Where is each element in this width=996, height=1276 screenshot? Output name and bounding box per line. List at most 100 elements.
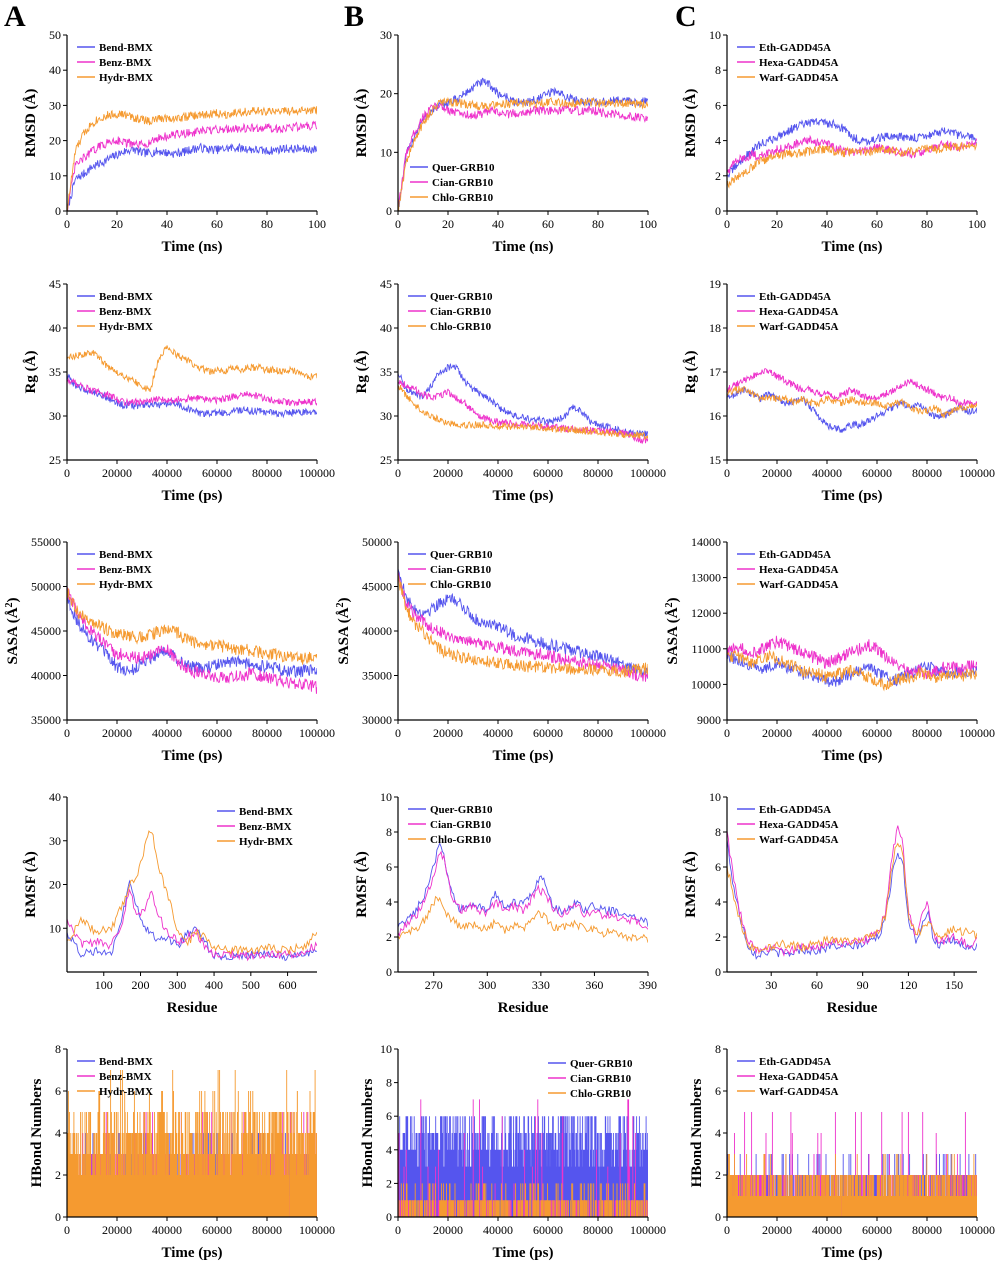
y-tick-label: 0 bbox=[386, 1210, 392, 1224]
legend-label: Hydr-BMX bbox=[99, 72, 153, 84]
y-tick-label: 35 bbox=[49, 365, 61, 379]
x-tick-label: 40 bbox=[161, 217, 173, 231]
x-axis-label: Time (ps) bbox=[493, 748, 554, 764]
chart-rg-1: 25 30 35 40 45 0 20000 40000 60000 80000 100000 Tim… bbox=[354, 277, 666, 504]
x-tick-label: 390 bbox=[639, 978, 657, 992]
series-line-bend-bmx bbox=[67, 373, 317, 419]
y-axis-label: HBond Numbers bbox=[360, 1078, 376, 1187]
legend-label: Quer-GRB10 bbox=[430, 291, 493, 303]
series-group bbox=[727, 635, 977, 692]
x-tick-label: 90 bbox=[857, 978, 869, 992]
y-tick-label: 8 bbox=[386, 825, 392, 839]
x-tick-label: 400 bbox=[205, 978, 223, 992]
y-tick-label: 4 bbox=[715, 1126, 721, 1140]
y-tick-label: 10000 bbox=[691, 677, 721, 691]
y-tick-label: 6 bbox=[386, 860, 392, 874]
x-tick-label: 0 bbox=[64, 466, 70, 480]
y-tick-label: 50000 bbox=[31, 580, 61, 594]
series-line-cian-grb10 bbox=[398, 850, 648, 938]
series-bars-chlo-grb10 bbox=[398, 1183, 648, 1217]
y-axis-label: Rg (Å) bbox=[683, 351, 699, 394]
x-tick-label: 0 bbox=[724, 1223, 730, 1237]
y-tick-label: 10 bbox=[380, 1042, 392, 1056]
x-tick-label: 80000 bbox=[912, 726, 942, 740]
series-line-cian-grb10 bbox=[398, 102, 648, 211]
series-line-chlo-grb10 bbox=[398, 96, 648, 211]
y-tick-label: 40 bbox=[380, 321, 392, 335]
legend-label: Quer-GRB10 bbox=[430, 804, 493, 816]
legend-label: Bend-BMX bbox=[99, 291, 153, 303]
series-line-benz-bmx bbox=[67, 377, 317, 407]
x-tick-label: 60000 bbox=[202, 466, 232, 480]
legend-label: Benz-BMX bbox=[99, 306, 152, 318]
x-tick-label: 100 bbox=[95, 978, 113, 992]
series-group bbox=[398, 1099, 648, 1217]
y-tick-label: 4 bbox=[386, 895, 392, 909]
chart-sasa-1: 30000 35000 40000 45000 50000 0 20000 40000 6000… bbox=[335, 535, 667, 764]
x-axis-label: Time (ps) bbox=[493, 488, 554, 504]
y-tick-label: 25 bbox=[380, 453, 392, 467]
x-tick-label: 40000 bbox=[483, 726, 513, 740]
x-tick-label: 20000 bbox=[102, 726, 132, 740]
x-tick-label: 100 bbox=[968, 217, 986, 231]
x-tick-label: 60000 bbox=[533, 466, 563, 480]
x-tick-label: 0 bbox=[724, 217, 730, 231]
x-tick-label: 600 bbox=[279, 978, 297, 992]
x-tick-label: 80000 bbox=[252, 726, 282, 740]
x-tick-label: 60000 bbox=[862, 726, 892, 740]
x-tick-label: 60000 bbox=[533, 1223, 563, 1237]
x-tick-label: 360 bbox=[585, 978, 603, 992]
x-tick-label: 20000 bbox=[433, 1223, 463, 1237]
y-tick-label: 30 bbox=[49, 98, 61, 112]
y-tick-label: 45000 bbox=[362, 580, 392, 594]
series-line-eth-gadd45a bbox=[727, 386, 977, 434]
y-axis-label: HBond Numbers bbox=[689, 1078, 705, 1187]
legend-label: Eth-GADD45A bbox=[759, 42, 831, 54]
legend-label: Bend-BMX bbox=[99, 42, 153, 54]
series-group bbox=[727, 1112, 977, 1217]
x-tick-label: 80000 bbox=[583, 466, 613, 480]
x-tick-label: 0 bbox=[395, 1223, 401, 1237]
y-tick-label: 15 bbox=[709, 453, 721, 467]
y-tick-label: 40000 bbox=[31, 669, 61, 683]
chart-rmsf-1: 0 2 4 6 8 10 270 300 330 360 390 Residue RMSF (Å) Que… bbox=[354, 790, 657, 1016]
y-tick-label: 45 bbox=[49, 277, 61, 291]
x-tick-label: 40 bbox=[821, 217, 833, 231]
legend-label: Chlo-GRB10 bbox=[570, 1088, 632, 1100]
y-axis-label: SASA (Å2) bbox=[335, 597, 353, 664]
legend-label: Warf-GADD45A bbox=[759, 579, 838, 591]
series-line-quer-grb10 bbox=[398, 842, 648, 928]
x-axis-label: Residue bbox=[498, 1000, 549, 1016]
x-tick-label: 100000 bbox=[630, 1223, 666, 1237]
legend-label: Cian-GRB10 bbox=[430, 564, 492, 576]
x-tick-label: 20000 bbox=[762, 726, 792, 740]
x-axis-label: Time (ns) bbox=[822, 239, 883, 255]
y-tick-label: 45 bbox=[380, 277, 392, 291]
series-group bbox=[727, 368, 977, 434]
y-tick-label: 2 bbox=[715, 1168, 721, 1182]
series-line-chlo-grb10 bbox=[398, 575, 648, 679]
x-axis-label: Time (ps) bbox=[822, 1245, 883, 1261]
chart-rmsd-1: 0 10 20 30 0 20 40 60 80 100 Time (ns) RMSD (Å) Quer… bbox=[354, 28, 657, 255]
legend-label: Eth-GADD45A bbox=[759, 291, 831, 303]
x-tick-label: 500 bbox=[242, 978, 260, 992]
x-tick-label: 30 bbox=[765, 978, 777, 992]
x-axis-label: Time (ps) bbox=[162, 488, 223, 504]
legend-label: Hexa-GADD45A bbox=[759, 1071, 838, 1083]
series-group bbox=[727, 825, 977, 960]
x-tick-label: 100000 bbox=[959, 466, 995, 480]
series-line-bend-bmx bbox=[67, 879, 317, 962]
series-line-benz-bmx bbox=[67, 120, 317, 211]
x-tick-label: 100000 bbox=[299, 726, 335, 740]
legend-label: Chlo-GRB10 bbox=[430, 834, 492, 846]
y-tick-label: 2 bbox=[386, 930, 392, 944]
y-tick-label: 13000 bbox=[691, 571, 721, 585]
y-axis-label: RMSD (Å) bbox=[354, 89, 370, 158]
x-tick-label: 40000 bbox=[152, 726, 182, 740]
y-tick-label: 20 bbox=[49, 134, 61, 148]
x-tick-label: 40000 bbox=[812, 1223, 842, 1237]
legend-label: Chlo-GRB10 bbox=[432, 192, 494, 204]
y-tick-label: 35000 bbox=[31, 713, 61, 727]
series-group bbox=[398, 842, 648, 943]
